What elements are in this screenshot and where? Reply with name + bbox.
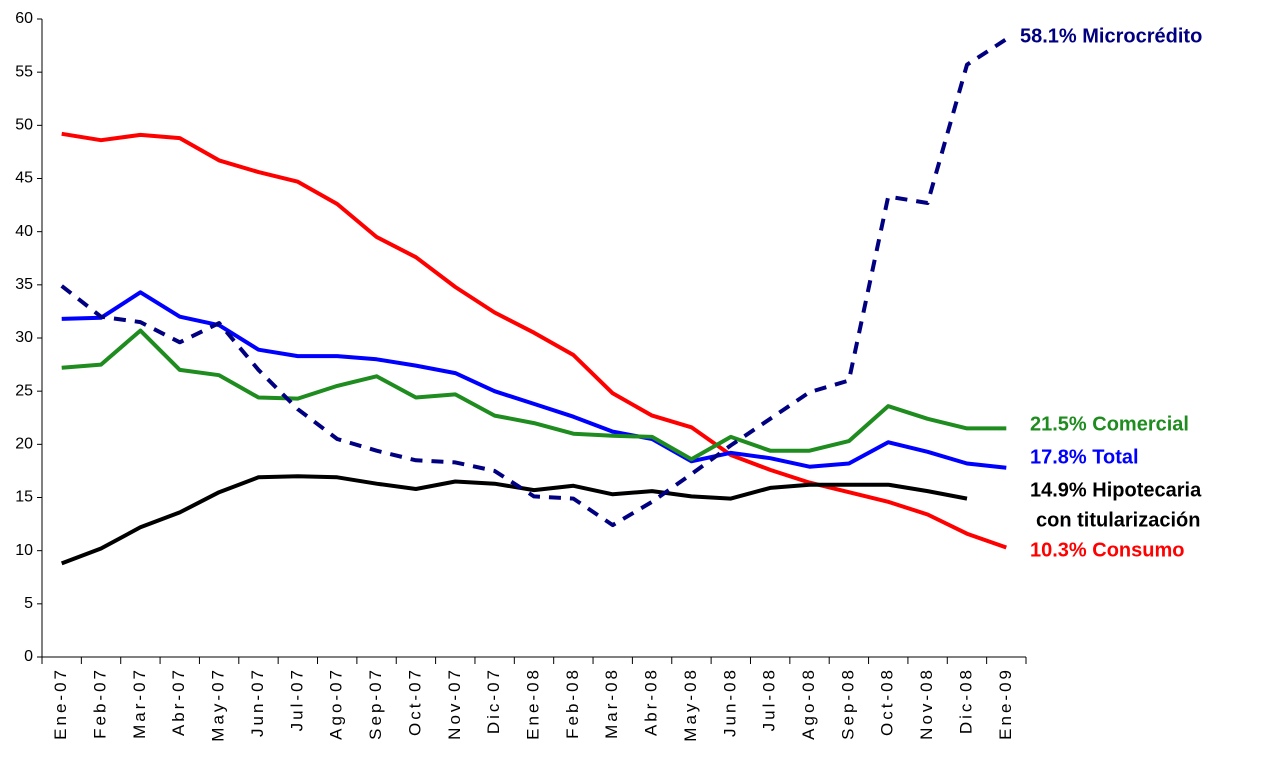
series-line	[61, 131, 1007, 550]
x-tick-label: May-08	[681, 667, 700, 742]
x-tick-label: Abr-08	[642, 667, 661, 736]
x-tick-label: Abr-07	[169, 667, 188, 736]
y-tick-label: 20	[15, 436, 33, 453]
x-tick-label: Nov-07	[445, 667, 464, 740]
series-line	[60, 37, 1008, 528]
x-tick-label: Mar-08	[602, 667, 621, 739]
x-tick-label: Feb-07	[91, 667, 110, 739]
y-tick-label: 30	[15, 329, 33, 346]
series-line	[60, 474, 968, 566]
x-tick-label: Feb-08	[563, 667, 582, 739]
x-tick-label: Ago-07	[327, 667, 346, 740]
x-tick-label: Jul-07	[287, 667, 306, 731]
x-tick-label: Sep-08	[838, 667, 857, 740]
y-tick-label: 25	[15, 382, 33, 399]
x-tick-label: Ago-08	[799, 667, 818, 740]
series-label: con titularización	[1036, 509, 1200, 531]
y-tick-label: 5	[24, 595, 33, 612]
y-tick-label: 0	[24, 648, 33, 665]
y-tick-label: 50	[15, 117, 33, 134]
x-tick-label: Jun-07	[248, 667, 267, 737]
series-label: 10.3% Consumo	[1030, 539, 1184, 561]
y-tick-label: 55	[15, 63, 33, 80]
x-tick-label: Sep-07	[366, 667, 385, 740]
y-tick-label: 35	[15, 276, 33, 293]
series-line	[61, 328, 1007, 462]
series-line	[61, 290, 1007, 470]
x-tick-label: May-07	[209, 667, 228, 742]
x-tick-label: Ene-08	[523, 667, 542, 740]
y-tick-label: 45	[15, 170, 33, 187]
x-tick-label: Oct-08	[878, 667, 897, 736]
y-tick-label: 10	[15, 542, 33, 559]
x-tick-label: Ene-07	[51, 667, 70, 740]
x-tick-label: Dic-08	[956, 667, 975, 734]
x-tick-label: Jun-08	[720, 667, 739, 737]
series-label: 17.8% Total	[1030, 446, 1139, 468]
x-tick-label: Dic-07	[484, 667, 503, 734]
series-label: 14.9% Hipotecaria	[1030, 479, 1202, 501]
x-tick-label: Jul-08	[760, 667, 779, 731]
y-tick-label: 60	[15, 10, 33, 27]
x-tick-label: Ene-09	[996, 667, 1015, 740]
series-label: 58.1% Microcrédito	[1020, 25, 1202, 47]
y-tick-label: 40	[15, 223, 33, 240]
x-tick-label: Oct-07	[405, 667, 424, 736]
series-label: 21.5% Comercial	[1030, 413, 1189, 435]
x-tick-label: Nov-08	[917, 667, 936, 740]
x-tick-label: Mar-07	[130, 667, 149, 739]
y-tick-label: 15	[15, 489, 33, 506]
